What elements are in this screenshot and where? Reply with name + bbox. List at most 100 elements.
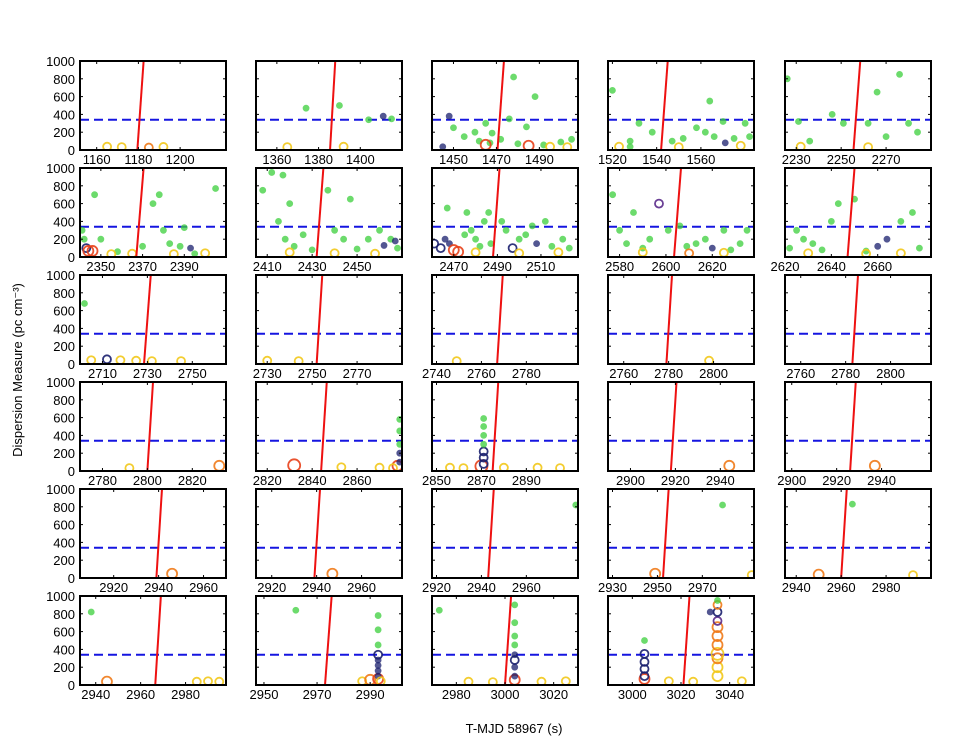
y-tick-label: 600 <box>53 90 75 105</box>
panel-frame <box>431 488 579 579</box>
panel-21: 2920 2940 2960 0 200 400 600 800 1000 <box>46 482 227 595</box>
data-point <box>897 217 905 225</box>
data-point <box>86 355 97 364</box>
y-tick-label: 1000 <box>46 482 75 497</box>
data-point <box>684 248 695 257</box>
x-tick-label: 1180 <box>124 152 152 167</box>
data-point <box>302 104 310 112</box>
data-point <box>511 632 519 640</box>
data-point <box>895 248 906 257</box>
x-tick-label: 2950 <box>643 580 672 595</box>
data-point <box>649 567 662 578</box>
data-point <box>676 222 684 230</box>
reference-line <box>143 275 152 364</box>
data-point <box>388 115 395 123</box>
data-point <box>522 139 535 150</box>
panel-frame <box>784 60 932 151</box>
y-tick-label: 1000 <box>46 54 75 69</box>
data-point <box>292 606 300 614</box>
data-point <box>874 242 882 250</box>
x-tick-label: 2920 <box>257 580 286 595</box>
x-tick-label: 2780 <box>654 366 683 381</box>
data-point <box>480 423 488 430</box>
data-point <box>380 242 388 249</box>
reference-line <box>320 382 328 471</box>
panel-5: 2230 2250 2270 <box>782 60 932 167</box>
data-point <box>435 606 443 614</box>
panel-frame <box>255 595 403 686</box>
data-point <box>710 646 725 661</box>
x-tick-label: 2890 <box>512 473 541 488</box>
x-tick-label: 2750 <box>298 366 327 381</box>
data-point <box>708 244 716 252</box>
data-point <box>158 142 169 150</box>
data-point <box>373 649 384 660</box>
data-point <box>809 240 817 248</box>
data-point <box>476 242 484 250</box>
data-point <box>511 663 519 671</box>
reference-line <box>849 382 857 471</box>
panel-data <box>785 382 931 471</box>
data-point <box>735 140 746 150</box>
x-tick-label: 2580 <box>605 259 634 274</box>
data-point <box>460 133 468 141</box>
panel-data <box>432 596 578 685</box>
panel-frame <box>79 274 227 365</box>
panel-frame <box>255 60 403 151</box>
panel-7: 2410 2430 2450 <box>253 167 403 274</box>
data-point <box>623 240 630 248</box>
data-point <box>827 217 835 225</box>
data-point <box>308 246 316 254</box>
x-tick-label: 2250 <box>827 152 856 167</box>
x-tick-label: 2920 <box>822 473 851 488</box>
y-tick-label: 1000 <box>46 268 75 283</box>
data-point <box>505 115 513 123</box>
data-point <box>187 244 194 252</box>
data-point <box>863 142 874 150</box>
data-point <box>472 235 479 243</box>
y-tick-label: 800 <box>53 286 75 301</box>
data-point <box>522 231 530 239</box>
y-tick-label: 800 <box>53 500 75 515</box>
data-point <box>746 133 753 141</box>
panel-24: 2930 2950 2970 <box>598 488 755 595</box>
x-tick-label: 2620 <box>771 259 800 274</box>
panel-data <box>432 489 578 578</box>
data-point <box>616 226 623 234</box>
y-tick-label: 0 <box>68 143 75 158</box>
data-point <box>80 226 86 234</box>
panel-frame <box>784 167 932 258</box>
data-point <box>166 567 178 578</box>
data-point <box>786 244 794 252</box>
data-point <box>914 128 921 136</box>
data-point <box>155 191 163 199</box>
x-tick-label: 2940 <box>302 580 331 595</box>
data-point <box>692 240 700 248</box>
data-point <box>326 567 339 578</box>
data-point <box>259 186 267 194</box>
data-point <box>212 185 219 192</box>
x-tick-label: 2920 <box>99 580 128 595</box>
data-point <box>131 355 142 364</box>
data-point <box>467 226 475 234</box>
data-point <box>214 676 225 685</box>
data-point <box>626 143 634 150</box>
data-point <box>115 355 126 364</box>
data-point <box>376 226 383 234</box>
data-point <box>609 191 617 199</box>
y-tick-label: 200 <box>53 339 75 354</box>
data-point <box>536 676 547 685</box>
panel-16: 2780 2800 2820 0 200 400 600 800 1000 <box>46 375 227 488</box>
data-point <box>532 462 543 471</box>
panel-frame <box>431 274 579 365</box>
panel-17: 2820 2840 2860 <box>253 381 403 488</box>
panel-data <box>80 382 226 471</box>
data-point <box>374 641 382 649</box>
reference-line <box>155 489 163 578</box>
panel-frame <box>431 381 579 472</box>
y-tick-label: 200 <box>53 446 75 461</box>
data-point <box>511 672 519 680</box>
data-point <box>861 248 872 257</box>
y-tick-label: 1000 <box>46 589 75 604</box>
x-tick-label: 2960 <box>189 580 218 595</box>
